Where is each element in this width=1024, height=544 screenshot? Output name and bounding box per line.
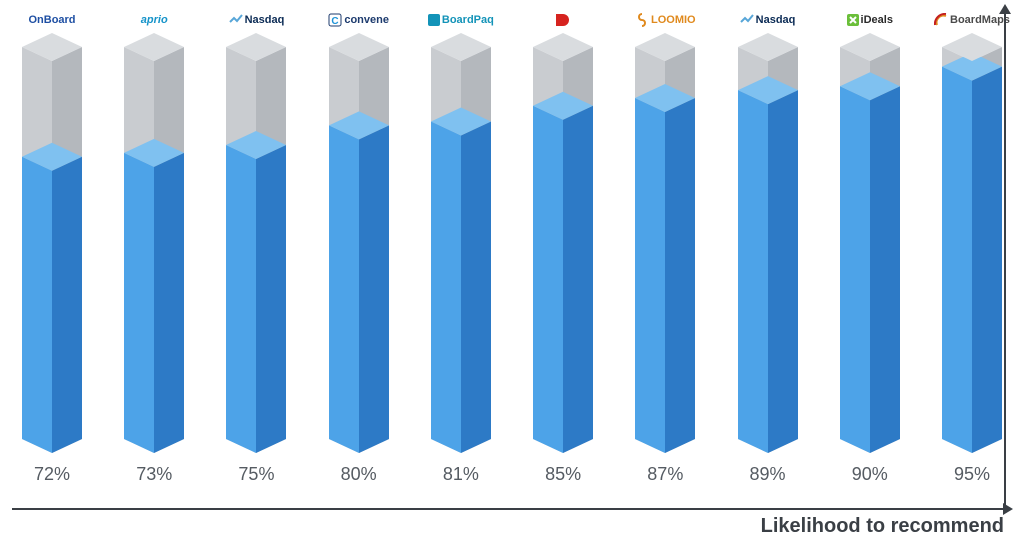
svg-text:C: C bbox=[332, 16, 339, 27]
percent-label: 80% bbox=[319, 464, 399, 485]
percent-label: 72% bbox=[12, 464, 92, 485]
percent-label: 90% bbox=[830, 464, 910, 485]
x-axis-line bbox=[12, 508, 1004, 510]
percent-label: 81% bbox=[421, 464, 501, 485]
bar bbox=[114, 38, 194, 458]
brand-logo-text: convene bbox=[344, 14, 389, 26]
bar bbox=[319, 38, 399, 458]
brand-logo bbox=[523, 12, 603, 28]
brand-logo-text: BoardMaps bbox=[950, 14, 1010, 26]
percent-label: 75% bbox=[216, 464, 296, 485]
brand-logo: LOOMIO bbox=[625, 13, 705, 27]
percent-labels-row: 72% 73% 75% 80% 81% 85% 87% 89% 90% 95% bbox=[12, 464, 1012, 485]
bar bbox=[421, 38, 501, 458]
bar bbox=[12, 38, 92, 458]
brand-logo-text: iDeals bbox=[861, 14, 893, 26]
brand-logo-text: OnBoard bbox=[28, 14, 75, 26]
bar bbox=[728, 38, 808, 458]
brand-logo: Nasdaq bbox=[728, 13, 808, 27]
percent-label: 89% bbox=[728, 464, 808, 485]
brand-logos-row: OnBoard aprio Nasdaq Cconvene BoardPaq LOOMIO… bbox=[12, 8, 1012, 32]
brand-logo-text: aprio bbox=[141, 14, 168, 26]
brand-logo: BoardMaps bbox=[932, 13, 1012, 27]
brand-logo-text: LOOMIO bbox=[651, 14, 696, 26]
brand-logo: aprio bbox=[114, 14, 194, 26]
brand-logo: BoardPaq bbox=[421, 14, 501, 26]
likelihood-chart: OnBoard aprio Nasdaq Cconvene BoardPaq LOOMIO… bbox=[12, 8, 1012, 504]
percent-label: 95% bbox=[932, 464, 1012, 485]
bar bbox=[216, 38, 296, 458]
brand-logo-text: BoardPaq bbox=[442, 14, 494, 26]
bars-row bbox=[12, 38, 1012, 458]
y-axis-line bbox=[1004, 12, 1006, 510]
axis-title: Likelihood to recommend bbox=[761, 515, 1004, 538]
bar bbox=[625, 38, 705, 458]
brand-logo: Cconvene bbox=[319, 13, 399, 27]
bar bbox=[830, 38, 910, 458]
brand-logo: Nasdaq bbox=[216, 13, 296, 27]
bar bbox=[523, 38, 603, 458]
percent-label: 73% bbox=[114, 464, 194, 485]
brand-logo-text: Nasdaq bbox=[245, 14, 285, 26]
brand-logo: iDeals bbox=[830, 14, 910, 26]
brand-logo: OnBoard bbox=[12, 14, 92, 26]
brand-logo-text: Nasdaq bbox=[756, 14, 796, 26]
y-axis-arrow-icon bbox=[999, 4, 1011, 14]
percent-label: 85% bbox=[523, 464, 603, 485]
percent-label: 87% bbox=[625, 464, 705, 485]
bar bbox=[932, 38, 1012, 458]
